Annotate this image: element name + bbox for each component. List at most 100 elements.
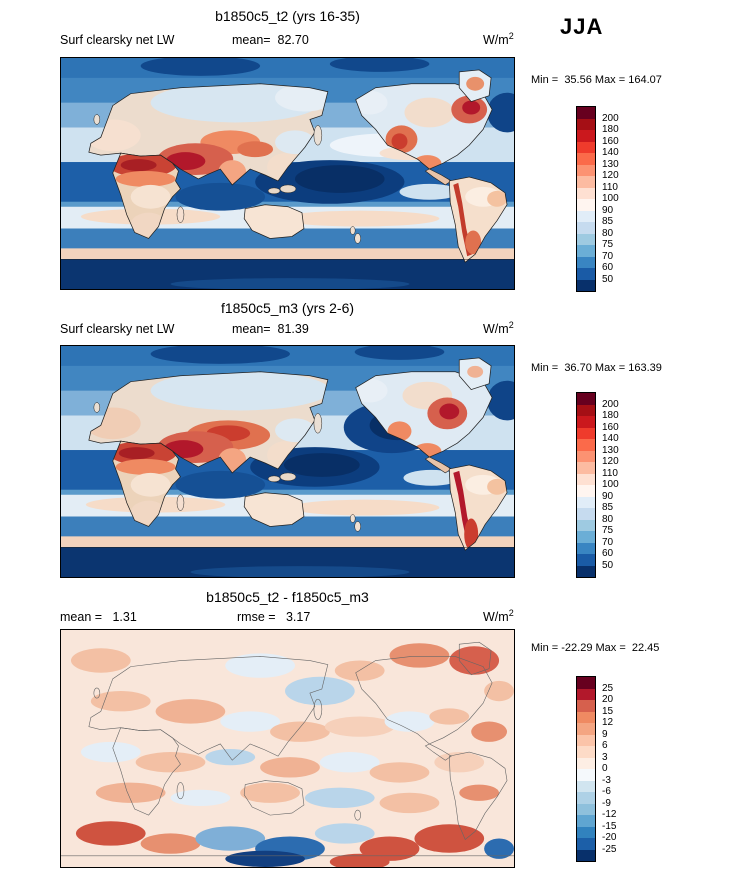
colorbar-segment [577,473,595,485]
colorbar-segment [577,176,595,188]
colorbar-tick-label: 75 [602,525,614,536]
colorbar-tick-label: 130 [602,158,619,170]
diff-anomaly-blobs [70,643,514,867]
colorbar-segment [577,542,595,554]
south-america-coastline [448,464,508,551]
colorbar-tick-label: 110 [602,467,618,479]
colorbar-tick-label: -6 [602,786,611,797]
map-case2 [60,345,515,578]
colorbar-segment [577,187,595,199]
colorbar-tick-label: -3 [602,774,611,786]
colorbar-tick-label: -20 [602,832,617,843]
unit-base: W/m [483,33,509,48]
colorbar-segment [577,130,595,142]
colorbar-tick-label: 20 [602,694,614,705]
panel1-variable-label: Surf clearsky net LW [60,33,175,47]
colorbar-tick-label: 140 [602,147,619,158]
colorbar-segment [577,153,595,165]
colorbar-tick-label: 70 [602,250,614,262]
islands-and-greenland [93,357,492,532]
colorbar-segment [577,496,595,508]
colorbar-segment [577,233,595,245]
colorbar-tick-label: 6 [602,740,608,751]
colorbar-tick-label: 60 [602,262,614,273]
colorbar-tick-label: 25 [602,682,614,694]
colorbar-segment [577,462,595,474]
colorbar-segment [577,565,595,577]
colorbar-segment [577,245,595,257]
colorbar-tick-label: 80 [602,227,614,239]
colorbar-segment [577,404,595,416]
panel1-mean-label: mean= 82.70 [232,33,309,47]
north-america-coastline [355,83,493,170]
colorbar-segment [577,199,595,211]
colorbar-tick-label: 200 [602,398,619,410]
unit-base: W/m [483,610,509,625]
colorbar-segment [577,792,595,804]
colorbar-segment [577,826,595,838]
colorbar-tick-label: 160 [602,421,619,433]
africa-coastline [112,440,181,527]
colorbar-segment [577,279,595,291]
colorbar-tick-label: -15 [602,820,617,832]
islands-and-greenland [93,69,492,244]
colorbar-tick-label: 180 [602,410,619,421]
map-diff [60,629,515,868]
unit-exponent: 2 [508,31,514,41]
colorbar-segment [577,531,595,543]
colorbar-segment [577,780,595,792]
colorbar-segment [577,711,595,723]
panel3-units-label: W/m2 [483,608,514,624]
colorbar-case1: 200 180 160 140 130 120 110 100 90 85 80 75 70 60 50 [576,106,619,292]
colorbar-segment [577,256,595,268]
season-label: JJA [560,14,604,39]
colorbar-tick-label: 180 [602,124,619,135]
panel3-minmax-label: Min = -22.29 Max = 22.45 [531,642,660,654]
colorbar-segment [577,508,595,520]
colorbar-tick-label: 0 [602,763,608,774]
ocean-features [80,58,514,289]
colorbar-segment [577,677,595,689]
north-america-coastline [355,371,493,458]
colorbar-tick-label: 60 [602,548,614,559]
colorbar-segment [577,118,595,130]
map-case1 [60,57,515,290]
map-diff-svg [61,630,514,867]
central-america [424,456,452,474]
unit-exponent: 2 [508,320,514,330]
colorbar-segment [577,838,595,850]
colorbar-tick-label: 130 [602,444,619,456]
colorbar-segment [577,757,595,769]
colorbar-tick-label: 85 [602,216,614,227]
colorbar-tick-label: 80 [602,513,614,525]
colorbar-segment [577,700,595,712]
colorbar-tick-label: 70 [602,536,614,548]
colorbar-tick-label: 3 [602,751,608,763]
colorbar-segment [577,107,595,119]
colorbar-tick-label: 15 [602,705,614,717]
panel1-units-label: W/m2 [483,31,514,47]
colorbar-tick-label: 100 [602,479,619,490]
colorbar-segment [577,769,595,781]
colorbar-segment [577,268,595,280]
colorbar-segment [577,849,595,861]
diff-coastlines [61,641,514,857]
central-america [424,168,452,186]
colorbar-segment [577,450,595,462]
colorbar-segment [577,485,595,497]
colorbar-tick-label: 75 [602,239,614,250]
colorbar-segment [577,164,595,176]
panel2-mean-label: mean= 81.39 [232,322,309,336]
panel2-title: f1850c5_m3 (yrs 2-6) [220,300,355,316]
map-case1-svg [61,58,514,289]
colorbar-segment [577,222,595,234]
colorbar-tick-label: 120 [602,456,619,467]
colorbar-tick-label: 110 [602,181,618,193]
unit-exponent: 2 [508,608,514,618]
panel2-units-label: W/m2 [483,320,514,336]
south-america-coastline [448,176,508,263]
colorbar-segment [577,416,595,428]
colorbar-tick-label: 120 [602,170,619,181]
colorbar-segment [577,210,595,222]
unit-base: W/m [483,322,509,337]
